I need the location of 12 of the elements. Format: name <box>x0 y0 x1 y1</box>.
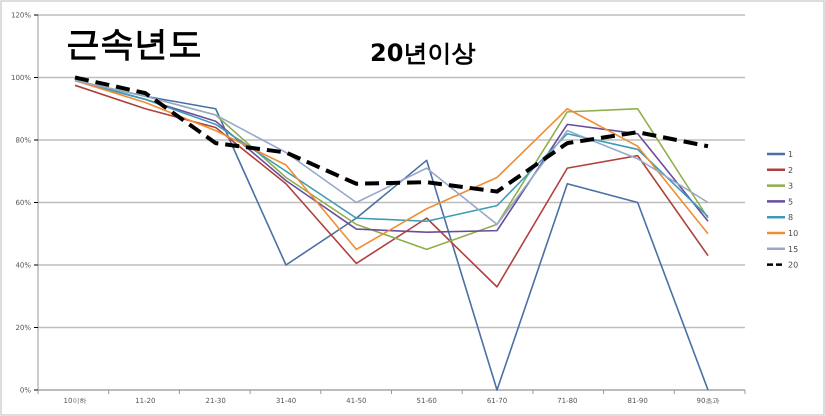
text: 20년이상 <box>370 39 476 67</box>
chart-title: 근속년도 <box>66 24 202 64</box>
legend-label: 1 <box>788 150 794 159</box>
legend-label: 20 <box>788 260 798 270</box>
legend-label: 3 <box>788 182 794 191</box>
legend-label: 8 <box>788 213 794 222</box>
legend-label: 5 <box>788 197 794 206</box>
legend-label: 15 <box>788 244 798 254</box>
legend-label: 10 <box>788 229 798 238</box>
legend-label: 2 <box>788 166 794 175</box>
line-series <box>73 76 710 194</box>
line-series <box>74 84 709 288</box>
